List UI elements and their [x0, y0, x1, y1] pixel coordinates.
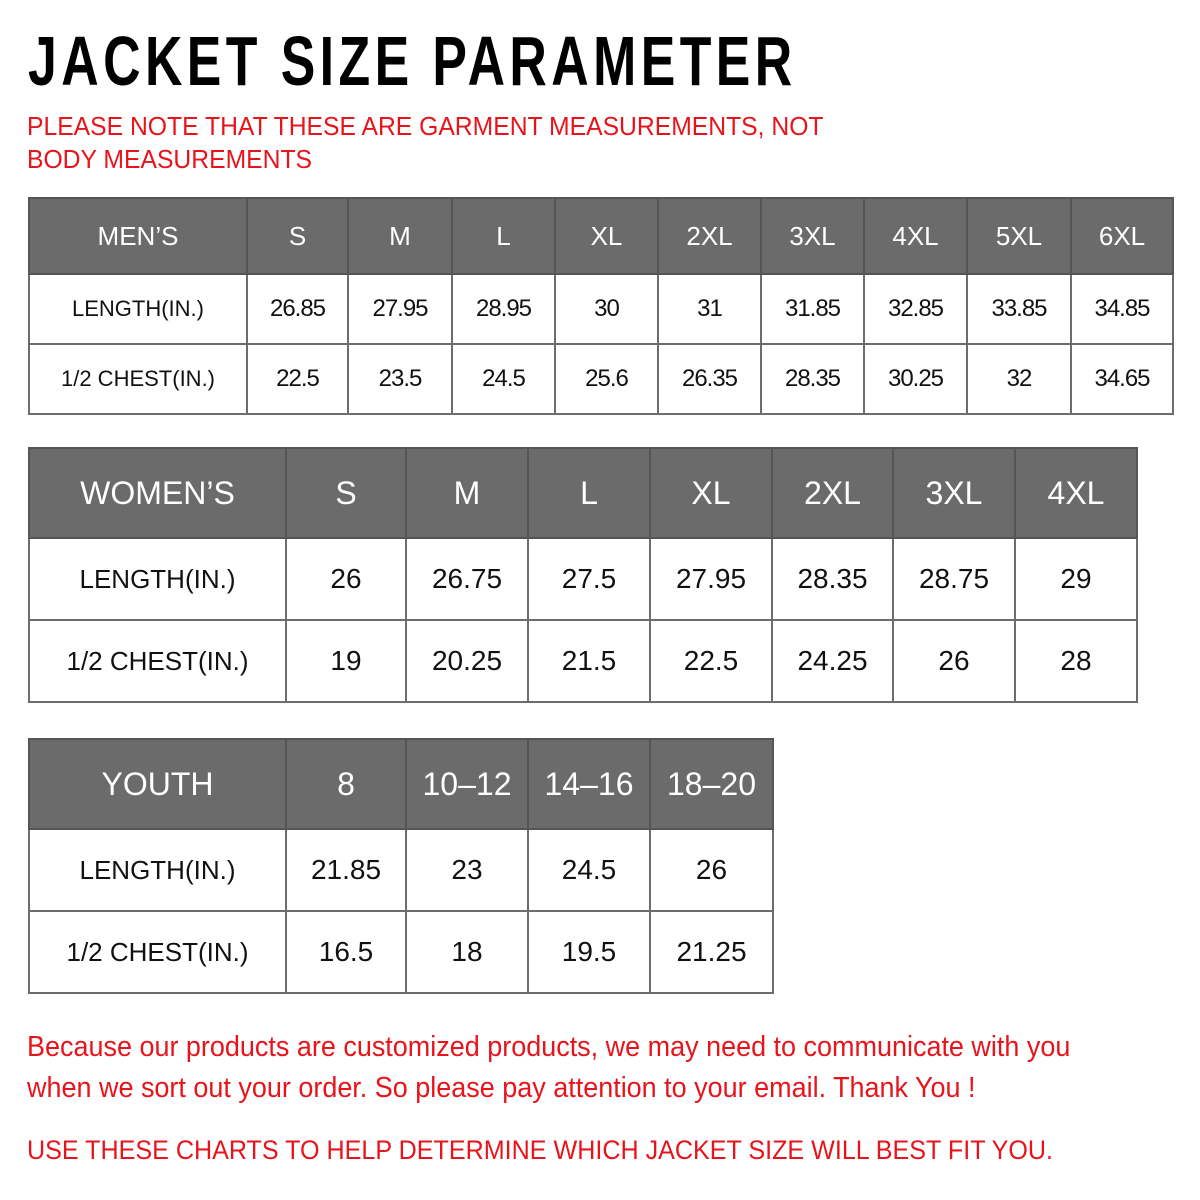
table-header-row: MEN’S S M L XL 2XL 3XL 4XL 5XL 6XL — [28, 197, 1174, 275]
size-header-cell: 14–16 — [527, 738, 651, 830]
measurement-cell: 31 — [657, 273, 762, 345]
measurement-note: PLEASE NOTE THAT THESE ARE GARMENT MEASU… — [27, 111, 824, 174]
measurement-cell: 26.75 — [405, 537, 529, 621]
size-header-cell: XL — [649, 447, 773, 539]
size-header-cell: 18–20 — [649, 738, 774, 830]
measurement-cell: 30.25 — [863, 343, 968, 415]
table-category-label: MEN’S — [28, 197, 248, 275]
measurement-cell: 21.25 — [649, 910, 774, 994]
page-title: JACKET SIZE PARAMETER — [28, 22, 797, 100]
measurement-cell: 32.85 — [863, 273, 968, 345]
measurement-cell: 20.25 — [405, 619, 529, 703]
measurement-label: 1/2 CHEST(IN.) — [28, 343, 248, 415]
size-header-cell: 4XL — [863, 197, 968, 275]
size-header-cell: S — [285, 447, 407, 539]
measurement-cell: 19.5 — [527, 910, 651, 994]
size-header-cell: M — [405, 447, 529, 539]
measurement-cell: 34.65 — [1070, 343, 1174, 415]
size-header-cell: 8 — [285, 738, 407, 830]
measurement-label: 1/2 CHEST(IN.) — [28, 619, 287, 703]
size-header-cell: L — [451, 197, 556, 275]
table-header-row: WOMEN’S S M L XL 2XL 3XL 4XL — [28, 447, 1138, 539]
table-row: 1/2 CHEST(IN.) 16.5 18 19.5 21.25 — [28, 910, 774, 994]
measurement-cell: 18 — [405, 910, 529, 994]
measurement-cell: 30 — [554, 273, 659, 345]
notice-line-2: when we sort out your order. So please p… — [27, 1072, 976, 1104]
size-header-cell: 2XL — [657, 197, 762, 275]
table-header-row: YOUTH 8 10–12 14–16 18–20 — [28, 738, 774, 830]
size-header-cell: 5XL — [966, 197, 1072, 275]
mens-size-table: MEN’S S M L XL 2XL 3XL 4XL 5XL 6XL LENGTH(IN.) 26.8… — [28, 197, 1174, 415]
fit-instruction: USE THESE CHARTS TO HELP DETERMINE WHICH… — [27, 1135, 1054, 1165]
measurement-cell: 19 — [285, 619, 407, 703]
measurement-cell: 28.75 — [892, 537, 1016, 621]
measurement-cell: 22.5 — [649, 619, 773, 703]
table-row: LENGTH(IN.) 21.85 23 24.5 26 — [28, 828, 774, 912]
table-category-label: WOMEN’S — [28, 447, 287, 539]
size-header-cell: 3XL — [892, 447, 1016, 539]
measurement-cell: 21.85 — [285, 828, 407, 912]
measurement-cell: 23 — [405, 828, 529, 912]
measurement-cell: 26 — [285, 537, 407, 621]
womens-size-table: WOMEN’S S M L XL 2XL 3XL 4XL LENGTH(IN.) 26 26.75 2… — [28, 447, 1138, 703]
measurement-cell: 28.35 — [771, 537, 894, 621]
measurement-cell: 27.95 — [649, 537, 773, 621]
measurement-cell: 28.95 — [451, 273, 556, 345]
measurement-cell: 28.35 — [760, 343, 865, 415]
measurement-cell: 16.5 — [285, 910, 407, 994]
measurement-cell: 24.5 — [451, 343, 556, 415]
table-row: 1/2 CHEST(IN.) 19 20.25 21.5 22.5 24.25 26 28 — [28, 619, 1138, 703]
size-header-cell: 3XL — [760, 197, 865, 275]
size-header-cell: 10–12 — [405, 738, 529, 830]
measurement-cell: 34.85 — [1070, 273, 1174, 345]
measurement-cell: 24.5 — [527, 828, 651, 912]
measurement-label: LENGTH(IN.) — [28, 828, 287, 912]
size-header-cell: 4XL — [1014, 447, 1138, 539]
size-header-cell: S — [246, 197, 349, 275]
measurement-label: LENGTH(IN.) — [28, 537, 287, 621]
table-row: 1/2 CHEST(IN.) 22.5 23.5 24.5 25.6 26.35 28.35… — [28, 343, 1174, 415]
measurement-cell: 26 — [649, 828, 774, 912]
size-header-cell: 2XL — [771, 447, 894, 539]
measurement-cell: 24.25 — [771, 619, 894, 703]
measurement-cell: 33.85 — [966, 273, 1072, 345]
table-row: LENGTH(IN.) 26 26.75 27.5 27.95 28.35 28.75 29 — [28, 537, 1138, 621]
table-row: LENGTH(IN.) 26.85 27.95 28.95 30 31 31.85 32.85… — [28, 273, 1174, 345]
youth-size-table: YOUTH 8 10–12 14–16 18–20 LENGTH(IN.) 21.85 23 2… — [28, 738, 774, 994]
size-header-cell: 6XL — [1070, 197, 1174, 275]
customization-notice: Because our products are customized prod… — [27, 1027, 1070, 1109]
measurement-cell: 21.5 — [527, 619, 651, 703]
measurement-cell: 29 — [1014, 537, 1138, 621]
measurement-cell: 31.85 — [760, 273, 865, 345]
measurement-cell: 27.95 — [347, 273, 453, 345]
measurement-cell: 26.35 — [657, 343, 762, 415]
measurement-cell: 22.5 — [246, 343, 349, 415]
measurement-cell: 32 — [966, 343, 1072, 415]
measurement-label: LENGTH(IN.) — [28, 273, 248, 345]
size-header-cell: L — [527, 447, 651, 539]
measurement-label: 1/2 CHEST(IN.) — [28, 910, 287, 994]
measurement-cell: 26 — [892, 619, 1016, 703]
notice-line-1: Because our products are customized prod… — [27, 1031, 1071, 1063]
measurement-cell: 27.5 — [527, 537, 651, 621]
table-category-label: YOUTH — [28, 738, 287, 830]
size-header-cell: M — [347, 197, 453, 275]
measurement-cell: 26.85 — [246, 273, 349, 345]
size-header-cell: XL — [554, 197, 659, 275]
measurement-cell: 23.5 — [347, 343, 453, 415]
measurement-cell: 28 — [1014, 619, 1138, 703]
measurement-cell: 25.6 — [554, 343, 659, 415]
